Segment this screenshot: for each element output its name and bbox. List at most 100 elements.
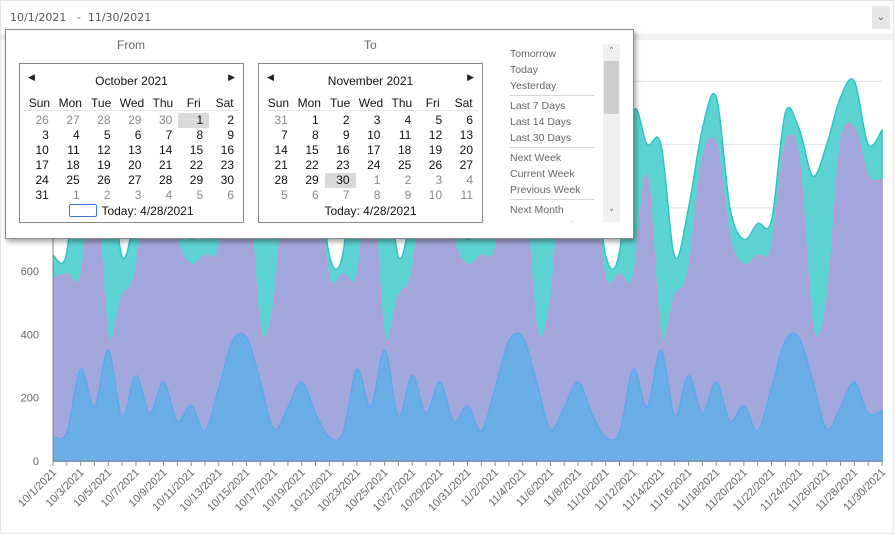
calendar-day[interactable]: 19	[428, 143, 443, 157]
calendar-day[interactable]: 13	[459, 128, 474, 142]
today-link[interactable]: Today: 4/28/2021	[101, 204, 194, 218]
calendar-day[interactable]: 26	[428, 158, 443, 172]
calendar-day[interactable]: 19	[97, 158, 111, 172]
calendar-day[interactable]: 27	[459, 158, 474, 172]
preset-item[interactable]: Previous Week	[510, 184, 581, 196]
calendar-day[interactable]: 17	[367, 143, 381, 157]
date-range-text[interactable]: 10/1/2021 - 11/30/2021	[10, 11, 152, 24]
preset-item[interactable]: Last 14 Days	[510, 116, 572, 128]
calendar-day[interactable]: 1	[312, 113, 319, 127]
calendar-day[interactable]: 11	[398, 128, 412, 142]
calendar-day[interactable]: 7	[165, 128, 173, 142]
calendar-day[interactable]: 21	[274, 158, 288, 172]
calendar-day[interactable]: 5	[281, 188, 288, 202]
date-range-header[interactable]: 10/1/2021 - 11/30/2021 ⌄	[1, 1, 893, 34]
calendar-day[interactable]: 14	[274, 143, 288, 157]
preset-item[interactable]: Today	[510, 64, 539, 76]
calendar-day[interactable]: 7	[281, 128, 288, 142]
calendar-day[interactable]: 11	[67, 143, 80, 157]
calendar-day[interactable]: 3	[373, 113, 381, 127]
calendar-day[interactable]: 9	[404, 188, 412, 202]
today-link[interactable]: Today: 4/28/2021	[324, 204, 417, 218]
calendar-day[interactable]: 11	[460, 188, 474, 202]
calendar-day[interactable]: 12	[428, 128, 443, 142]
calendar-day[interactable]: 18	[66, 158, 80, 172]
calendar-day[interactable]: 6	[466, 113, 474, 127]
preset-scrollbar[interactable]: ˄ ˅	[603, 44, 620, 222]
calendar-day[interactable]: 4	[466, 173, 474, 187]
calendar-day[interactable]: 30	[324, 173, 356, 188]
calendar-day[interactable]: 3	[134, 188, 142, 202]
calendar-day[interactable]: 27	[66, 113, 80, 127]
calendar-day[interactable]: 8	[196, 128, 204, 142]
calendar-day[interactable]: 31	[274, 113, 288, 127]
calendar-day[interactable]: 25	[397, 158, 412, 172]
preset-item[interactable]: Current Month	[510, 218, 596, 222]
scroll-up-icon[interactable]: ˄	[609, 47, 614, 57]
calendar-day[interactable]: 24	[367, 158, 381, 172]
calendar-day[interactable]: 13	[128, 143, 142, 157]
calendar-day[interactable]: 16	[336, 143, 350, 157]
calendar-day[interactable]: 12	[97, 143, 111, 157]
prev-month-icon[interactable]: ◀	[267, 72, 274, 82]
calendar-day[interactable]: 25	[66, 173, 80, 187]
calendar-day[interactable]: 29	[305, 173, 319, 187]
calendar-day[interactable]: 1	[373, 173, 381, 187]
calendar-day[interactable]: 15	[189, 143, 204, 157]
next-month-icon[interactable]: ▶	[467, 72, 474, 82]
calendar-day[interactable]: 18	[397, 143, 412, 157]
calendar-day[interactable]: 21	[158, 158, 173, 172]
calendar-day[interactable]: 3	[435, 173, 443, 187]
calendar-day[interactable]: 4	[165, 188, 173, 202]
preset-item[interactable]: Next Week	[510, 152, 562, 164]
calendar-day[interactable]: 23	[220, 158, 235, 172]
from-calendar[interactable]: ◀ ▶ October 2021 Sun Mon Tue Wed Thu Fri Sat 26…	[19, 63, 244, 223]
preset-item[interactable]: Next Month	[510, 204, 564, 216]
calendar-day[interactable]: 6	[312, 188, 319, 202]
calendar-day[interactable]: 5	[103, 128, 111, 142]
calendar-day[interactable]: 28	[274, 173, 288, 187]
calendar-day[interactable]: 22	[189, 158, 204, 172]
scrollbar-thumb[interactable]	[604, 61, 619, 114]
calendar-day[interactable]: 31	[35, 188, 49, 202]
calendar-day[interactable]: 29	[128, 113, 142, 127]
to-calendar[interactable]: ◀ ▶ November 2021 Sun Mon Tue Wed Thu Fri Sat 3…	[258, 63, 483, 223]
dropdown-button[interactable]: ⌄	[872, 6, 890, 29]
calendar-day[interactable]: 10	[428, 188, 443, 202]
calendar-day[interactable]: 10	[35, 143, 49, 157]
calendar-day[interactable]: 6	[227, 188, 235, 202]
calendar-day[interactable]: 6	[134, 128, 142, 142]
calendar-day[interactable]: 17	[35, 158, 49, 172]
calendar-day[interactable]: 5	[196, 188, 204, 202]
preset-item[interactable]: Last 30 Days	[510, 132, 572, 144]
preset-list[interactable]: Tomorrow Today Yesterday Last 7 Days Last 14…	[506, 44, 601, 222]
calendar-day[interactable]: 16	[220, 143, 235, 157]
calendar-day[interactable]: 1	[178, 113, 210, 128]
calendar-day[interactable]: 23	[336, 158, 350, 172]
calendar-day[interactable]: 30	[220, 173, 235, 187]
calendar-day[interactable]: 2	[404, 173, 412, 187]
calendar-day[interactable]: 26	[35, 113, 49, 127]
next-month-icon[interactable]: ▶	[228, 72, 235, 82]
calendar-day[interactable]: 2	[103, 188, 111, 202]
calendar-day[interactable]: 29	[189, 173, 204, 187]
calendar-day[interactable]: 30	[158, 113, 173, 127]
calendar-day[interactable]: 14	[158, 143, 173, 157]
preset-item[interactable]: Yesterday	[510, 80, 557, 92]
calendar-day[interactable]: 28	[158, 173, 173, 187]
calendar-day[interactable]: 28	[97, 113, 111, 127]
scroll-down-icon[interactable]: ˅	[609, 209, 614, 219]
calendar-day[interactable]: 27	[128, 173, 142, 187]
calendar-day[interactable]: 10	[367, 128, 381, 142]
preset-item[interactable]: Tomorrow	[510, 48, 557, 60]
calendar-day[interactable]: 4	[73, 128, 80, 142]
calendar-day[interactable]: 2	[342, 113, 350, 127]
preset-item[interactable]: Last 7 Days	[510, 100, 566, 112]
calendar-day[interactable]: 20	[128, 158, 142, 172]
preset-item[interactable]: Current Week	[510, 168, 575, 180]
calendar-day[interactable]: 8	[312, 128, 319, 142]
calendar-day[interactable]: 20	[459, 143, 474, 157]
calendar-day[interactable]: 15	[305, 143, 319, 157]
calendar-day[interactable]: 5	[435, 113, 443, 127]
calendar-day[interactable]: 9	[342, 128, 350, 142]
